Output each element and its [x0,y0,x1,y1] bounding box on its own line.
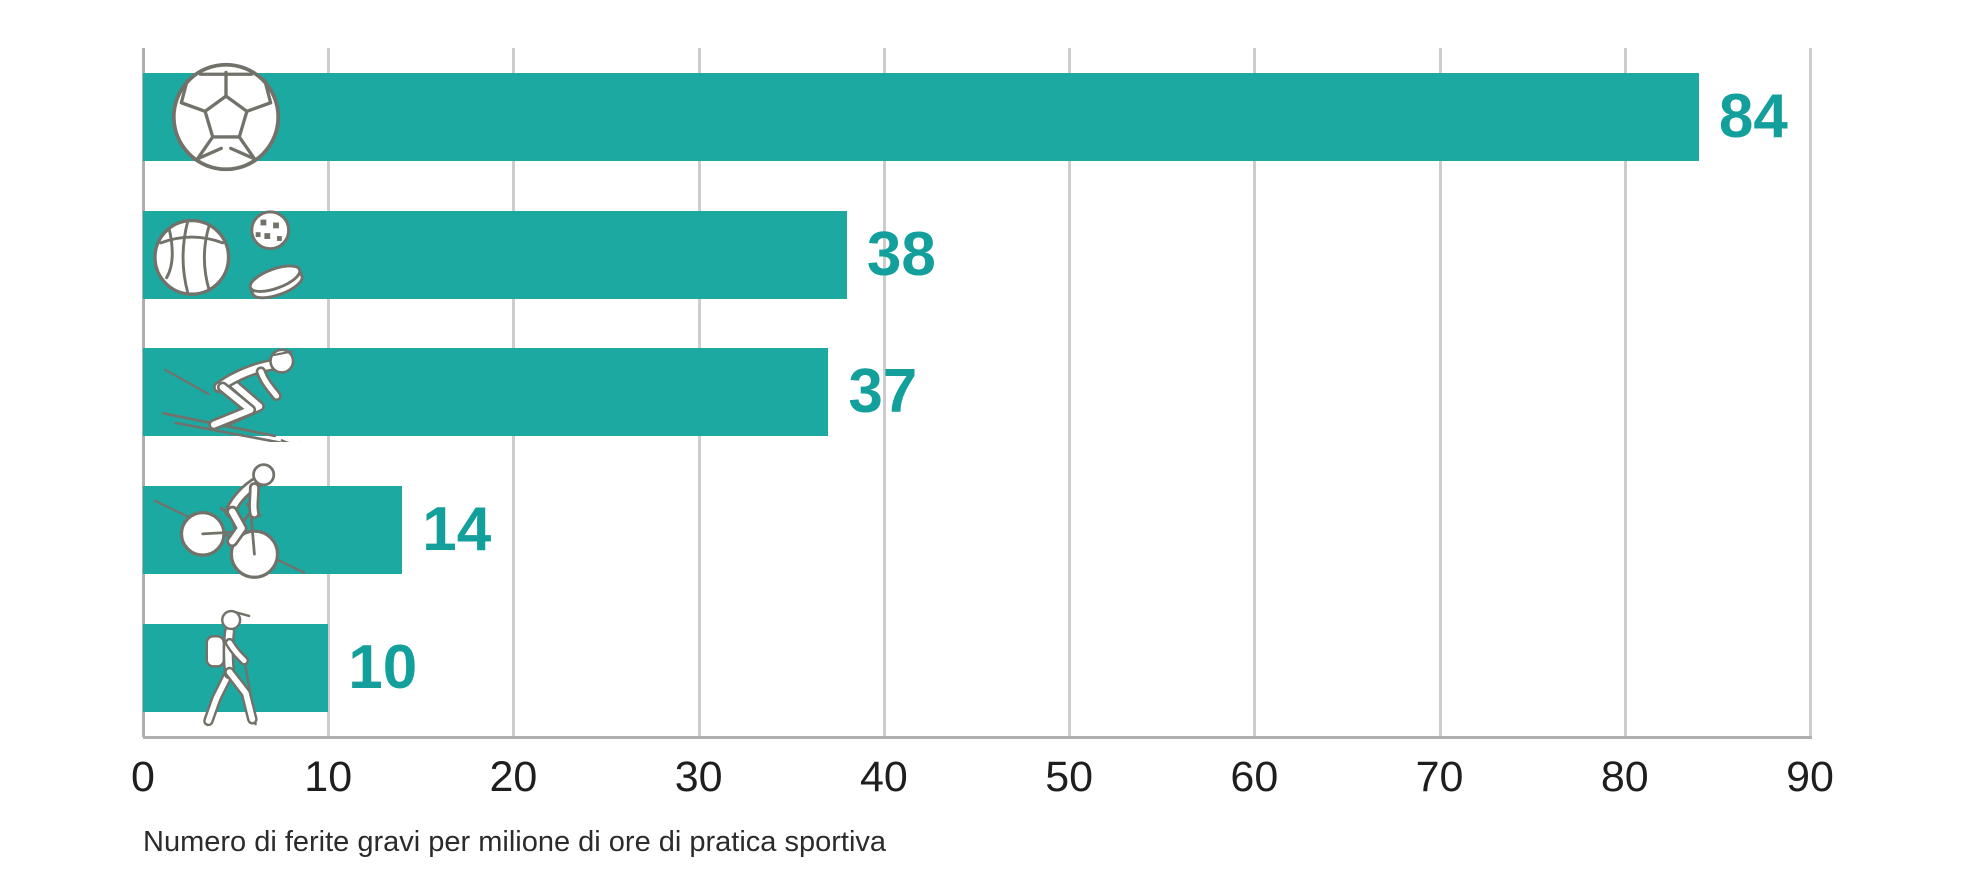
bar-value-label: 10 [348,633,418,703]
bar-row: 84 [143,48,1810,186]
soccer-ball-icon [171,62,281,172]
x-tick-label: 40 [859,753,908,801]
bar-skiing [143,348,829,443]
bar-soccer [143,62,1699,172]
bar-row: 38 [143,186,1810,324]
bar-value-label: 37 [848,357,918,427]
axis-caption: Numero di ferite gravi per milione di or… [143,826,887,858]
x-tick-label: 70 [1415,753,1464,801]
basketball-floorball-puck-icons [153,210,304,299]
x-tick-label: 30 [674,753,723,801]
x-tick-label: 50 [1045,753,1094,801]
bar-row: 37 [143,324,1810,462]
x-tick-label: 90 [1786,753,1834,801]
plot-area: 84 [142,48,1812,737]
x-axis-line [143,736,1812,739]
x-tick-label: 10 [304,753,353,801]
x-tick-label: 0 [131,753,155,801]
gridline [1253,48,1257,737]
gridline [1809,48,1812,737]
x-tick-label: 80 [1600,753,1649,801]
bar-value-label: 14 [422,495,492,565]
bar-mountain-biking [143,463,403,580]
gridline [1068,48,1072,737]
bar-value-label: 84 [1718,81,1788,151]
bar-value-label: 38 [866,219,936,289]
bar-row: 14 [143,461,1810,599]
gridline [1623,48,1627,737]
x-tick-label: 20 [489,753,538,801]
mountain-biker-icon [153,463,306,580]
bar-row: 10 [143,599,1810,737]
bar-rows: 84 [143,48,1810,737]
bar-ball-sports [143,210,847,299]
hiker-icon [203,609,258,727]
gridline [1438,48,1442,737]
gridline [882,48,886,737]
x-axis-labels: 0 10 20 30 40 50 60 70 80 90 [131,753,1834,808]
bar-hiking [143,609,329,727]
downhill-skier-icon [162,349,301,443]
x-tick-label: 60 [1230,753,1279,801]
